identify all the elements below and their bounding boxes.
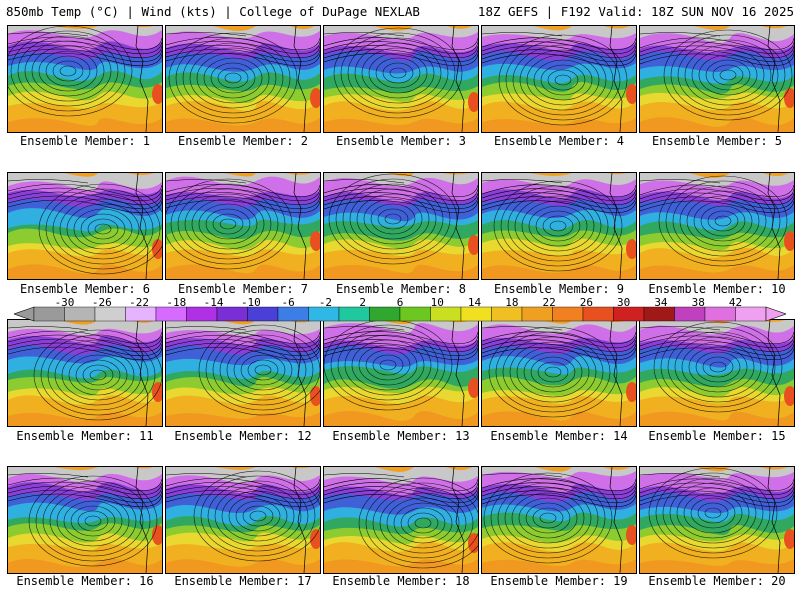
- ensemble-member-caption: Ensemble Member: 15: [648, 429, 786, 443]
- temperature-colorbar: [14, 306, 786, 322]
- ensemble-member-map: [481, 172, 637, 280]
- colorbar-tick-label: -30: [54, 296, 75, 309]
- colorbar-tick-label: -14: [203, 296, 224, 309]
- colorbar-tick-label: 6: [396, 296, 404, 309]
- colorbar-tick-label: -26: [91, 296, 112, 309]
- colorbar-tick-label: 2: [359, 296, 367, 309]
- ensemble-member-map: [165, 319, 321, 427]
- ensemble-member-map: [7, 466, 163, 574]
- ensemble-member-map: [639, 172, 795, 280]
- colorbar-tick-label: 10: [430, 296, 444, 309]
- map-title: 850mb Temp (°C) | Wind (kts) | College o…: [6, 4, 420, 19]
- ensemble-member-caption: Ensemble Member: 9: [493, 282, 625, 296]
- colorbar-tick-label: -10: [240, 296, 261, 309]
- ensemble-member-caption: Ensemble Member: 18: [332, 574, 470, 588]
- ensemble-member-caption: Ensemble Member: 20: [648, 574, 786, 588]
- colorbar-tick-label: 42: [728, 296, 743, 309]
- ensemble-member-caption: Ensemble Member: 4: [493, 134, 625, 148]
- colorbar-tick-label: 22: [542, 296, 556, 309]
- ensemble-member-map: [7, 319, 163, 427]
- ensemble-member-map: [323, 466, 479, 574]
- ensemble-member-caption: Ensemble Member: 7: [177, 282, 309, 296]
- ensemble-member-map: [165, 25, 321, 133]
- ensemble-member-map: [7, 25, 163, 133]
- colorbar-tick-label: -22: [129, 296, 149, 309]
- ensemble-member-caption: Ensemble Member: 3: [335, 134, 467, 148]
- ensemble-member-map: [639, 466, 795, 574]
- ensemble-member-map: [323, 25, 479, 133]
- model-valid-time: 18Z GEFS | F192 Valid: 18Z SUN NOV 16 20…: [477, 4, 794, 19]
- colorbar-tick-label: 18: [505, 296, 519, 309]
- ensemble-member-caption: Ensemble Member: 6: [19, 282, 151, 296]
- ensemble-member-caption: Ensemble Member: 16: [16, 574, 154, 588]
- ensemble-member-map: [639, 319, 795, 427]
- colorbar-tick-label: -2: [318, 296, 333, 309]
- ensemble-member-caption: Ensemble Member: 8: [335, 282, 467, 296]
- ensemble-member-map: [323, 319, 479, 427]
- ensemble-member-caption: Ensemble Member: 17: [174, 574, 312, 588]
- ensemble-member-caption: Ensemble Member: 5: [651, 134, 783, 148]
- ensemble-member-caption: Ensemble Member: 10: [648, 282, 786, 296]
- ensemble-member-map: [481, 25, 637, 133]
- ensemble-member-caption: Ensemble Member: 1: [19, 134, 151, 148]
- ensemble-member-caption: Ensemble Member: 12: [174, 429, 312, 443]
- colorbar-tick-label: -18: [166, 296, 187, 309]
- ensemble-member-map: [481, 319, 637, 427]
- ensemble-member-map: [639, 25, 795, 133]
- ensemble-member-caption: Ensemble Member: 2: [177, 134, 309, 148]
- colorbar-tick-label: 26: [579, 296, 593, 309]
- ensemble-member-caption: Ensemble Member: 19: [490, 574, 628, 588]
- ensemble-member-caption: Ensemble Member: 11: [16, 429, 154, 443]
- colorbar-tick-label: 30: [617, 296, 631, 309]
- ensemble-member-map: [481, 466, 637, 574]
- ensemble-member-map: [7, 172, 163, 280]
- colorbar-tick-label: 38: [691, 296, 705, 309]
- colorbar-tick-label: 14: [467, 296, 482, 309]
- ensemble-member-map: [165, 172, 321, 280]
- colorbar-tick-label: 34: [654, 296, 668, 309]
- ensemble-member-map: [323, 172, 479, 280]
- colorbar-tick-label: -6: [281, 296, 295, 309]
- ensemble-member-map: [165, 466, 321, 574]
- ensemble-member-caption: Ensemble Member: 14: [490, 429, 628, 443]
- ensemble-member-caption: Ensemble Member: 13: [332, 429, 470, 443]
